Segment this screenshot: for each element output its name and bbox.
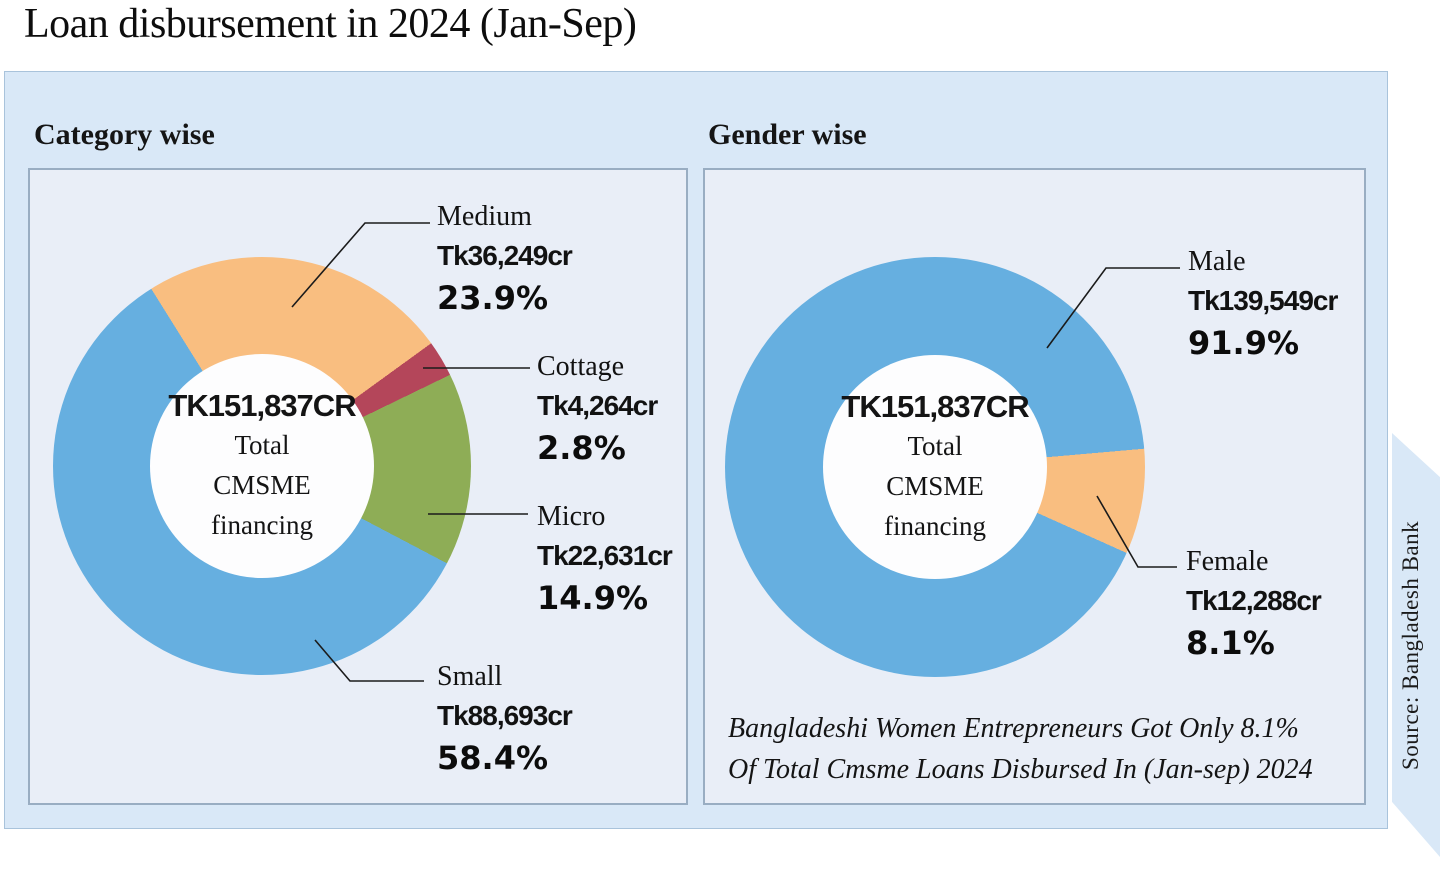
callout-male: Male Tk139,549cr 91.9% xyxy=(1188,243,1338,365)
center-line-financing: financing xyxy=(884,511,986,541)
callout-cottage: Cottage Tk4,264cr 2.8% xyxy=(537,348,658,470)
center-line-total: Total xyxy=(234,430,290,460)
slice-value: Tk22,631cr xyxy=(537,540,673,571)
gender-donut-chart: TK151,837CR Total CMSME financing xyxy=(725,257,1145,677)
slice-value: Tk139,549cr xyxy=(1188,285,1338,316)
page-title: Loan disbursement in 2024 (Jan-Sep) xyxy=(24,1,637,47)
callout-female: Female Tk12,288cr 8.1% xyxy=(1186,543,1322,665)
slice-value: Tk4,264cr xyxy=(537,390,658,421)
gender-center-label: TK151,837CR Total CMSME financing xyxy=(820,388,1050,546)
slice-percent: 23.9% xyxy=(437,279,549,317)
slice-percent: 2.8% xyxy=(537,429,626,467)
center-line-financing: financing xyxy=(211,510,313,540)
category-center-label: TK151,837CR Total CMSME financing xyxy=(147,387,377,545)
slice-value: Tk12,288cr xyxy=(1186,585,1322,616)
callout-medium: Medium Tk36,249cr 23.9% xyxy=(437,198,573,320)
note-line-1: Bangladeshi Women Entrepreneurs Got Only… xyxy=(728,713,1299,744)
gender-section-title: Gender wise xyxy=(708,118,867,151)
source-label: Source: Bangladesh Bank xyxy=(1398,520,1423,770)
gender-donut-hole: TK151,837CR Total CMSME financing xyxy=(823,355,1047,579)
center-line-total: Total xyxy=(907,431,963,461)
slice-percent: 58.4% xyxy=(437,739,549,777)
center-line-cmsme: CMSME xyxy=(213,470,311,500)
slice-label: Micro xyxy=(537,501,606,532)
center-line-cmsme: CMSME xyxy=(886,471,984,501)
category-section-title: Category wise xyxy=(34,118,215,151)
slice-label: Male xyxy=(1188,246,1246,277)
callout-small: Small Tk88,693cr 58.4% xyxy=(437,658,573,780)
category-donut-hole: TK151,837CR Total CMSME financing xyxy=(150,354,374,578)
women-entrepreneurs-note: Bangladeshi Women Entrepreneurs Got Only… xyxy=(728,708,1360,790)
slice-percent: 14.9% xyxy=(537,579,649,617)
slice-percent: 91.9% xyxy=(1188,324,1300,362)
slice-label: Female xyxy=(1186,546,1269,577)
total-amount: TK151,837CR xyxy=(168,388,356,423)
slice-label: Cottage xyxy=(537,351,625,382)
slice-label: Small xyxy=(437,661,503,692)
source-tab xyxy=(1392,433,1440,857)
category-donut-chart: TK151,837CR Total CMSME financing xyxy=(53,257,471,675)
slice-label: Medium xyxy=(437,201,532,232)
slice-value: Tk88,693cr xyxy=(437,700,573,731)
slice-value: Tk36,249cr xyxy=(437,240,573,271)
note-line-2: Of Total Cmsme Loans Disbursed In (Jan-s… xyxy=(728,754,1313,785)
callout-micro: Micro Tk22,631cr 14.9% xyxy=(537,498,673,620)
slice-percent: 8.1% xyxy=(1186,624,1275,662)
total-amount: TK151,837CR xyxy=(841,389,1029,424)
